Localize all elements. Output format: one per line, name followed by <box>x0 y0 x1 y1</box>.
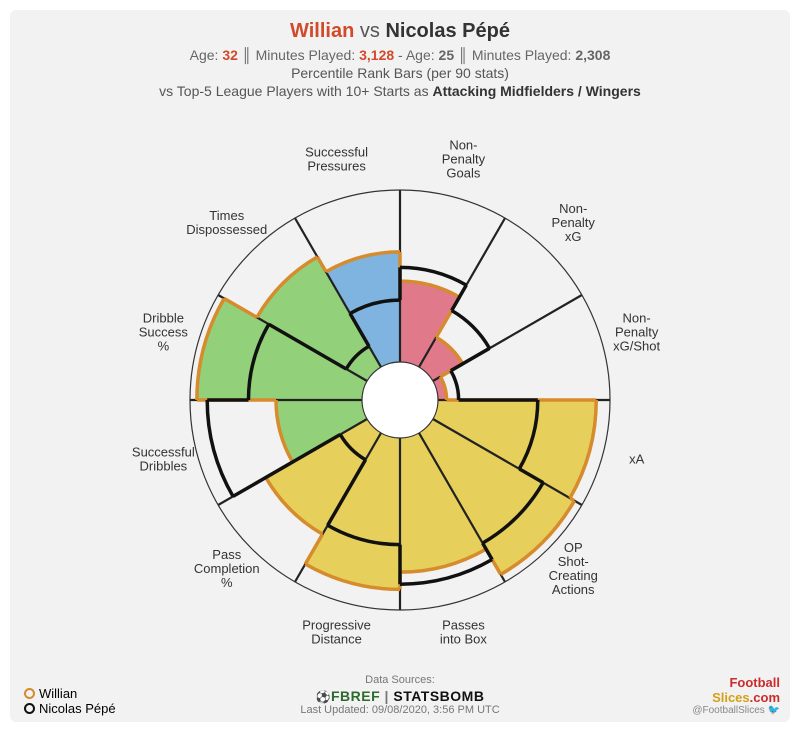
vs-label: vs <box>360 20 380 42</box>
sources-brands: ⚽FBREF | STATSBOMB <box>10 688 790 704</box>
subhead-line1: Age: 32 ║ Minutes Played: 3,128 - Age: 2… <box>10 47 790 63</box>
label-prog_dist: ProgressiveDistance <box>302 618 371 647</box>
subhead-line3: vs Top-5 League Players with 10+ Starts … <box>10 83 790 99</box>
label-drib_succ_pct: DribbleSuccess% <box>139 311 189 354</box>
last-updated: Last Updated: 09/08/2020, 3:56 PM UTC <box>10 704 790 716</box>
sep1: ║ <box>242 47 252 63</box>
fbref-label: FBREF <box>331 688 380 704</box>
chart-panel: Willian vs Nicolas Pépé Age: 32 ║ Minute… <box>10 10 790 722</box>
fbref-logo-icon: ⚽ <box>316 690 331 704</box>
label-np_xg_shot: Non-PenaltyxG/Shot <box>613 311 660 354</box>
twitter-icon: 🐦 <box>768 705 780 716</box>
polar-chart-wrap: Non-PenaltyGoals Non-PenaltyxG Non-Penalty… <box>10 125 790 647</box>
inner-ring <box>362 362 438 438</box>
label-succ_press: SuccessfulPressures <box>305 144 368 173</box>
label-passes_box: Passesinto Box <box>440 618 487 647</box>
dash: - <box>398 47 403 63</box>
credit-handle-text: @FootballSlices <box>692 705 764 716</box>
sources-sep: | <box>385 688 389 704</box>
credit: Football Slices.com @FootballSlices 🐦 <box>692 676 780 716</box>
sep2: ║ <box>458 47 468 63</box>
credit-dot: .com <box>750 690 780 705</box>
chart-title: Willian vs Nicolas Pépé <box>10 20 790 43</box>
label-succ_drib: SuccessfulDribbles <box>132 444 195 473</box>
credit-brand: Football Slices.com <box>692 676 780 705</box>
label-xa: xA <box>629 451 645 466</box>
subhead3-prefix: vs Top-5 League Players with 10+ Starts … <box>159 83 428 99</box>
player2-name: Nicolas Pépé <box>385 20 510 42</box>
data-sources: Data Sources: ⚽FBREF | STATSBOMB Last Up… <box>10 674 790 716</box>
mins1-value: 3,128 <box>359 47 394 63</box>
header: Willian vs Nicolas Pépé Age: 32 ║ Minute… <box>10 10 790 99</box>
label-pass_comp: PassCompletion% <box>194 547 260 590</box>
mins2-value: 2,308 <box>575 47 610 63</box>
credit-word2: Slices <box>712 690 750 705</box>
age2-value: 25 <box>439 47 455 63</box>
credit-handle: @FootballSlices 🐦 <box>692 705 780 716</box>
label-times_disp: TimesDispossessed <box>186 208 267 237</box>
p2-arc-np_xg_shot <box>451 371 459 400</box>
p1-step <box>570 498 574 501</box>
player1-name: Willian <box>290 20 354 42</box>
age1-value: 32 <box>222 47 238 63</box>
label-op_sca: OPShot-CreatingActions <box>549 540 598 597</box>
sources-label: Data Sources: <box>10 674 790 686</box>
label-np_xg: Non-PenaltyxG <box>552 201 596 244</box>
statsbomb-label: STATSBOMB <box>393 688 484 704</box>
mins1-label: Minutes Played: <box>256 47 356 63</box>
position-label: Attacking Midfielders / Wingers <box>432 83 640 99</box>
label-np_goals: Non-PenaltyGoals <box>442 137 486 180</box>
polar-chart: Non-PenaltyGoals Non-PenaltyxG Non-Penalty… <box>10 125 790 647</box>
p2-arc-np_xg <box>452 310 490 348</box>
age2-label: Age: <box>406 47 435 63</box>
p2-arc-succ_drib <box>207 400 233 496</box>
credit-word1: Football <box>729 675 780 690</box>
subhead-line2: Percentile Rank Bars (per 90 stats) <box>10 65 790 81</box>
mins2-label: Minutes Played: <box>472 47 572 63</box>
age1-label: Age: <box>190 47 219 63</box>
